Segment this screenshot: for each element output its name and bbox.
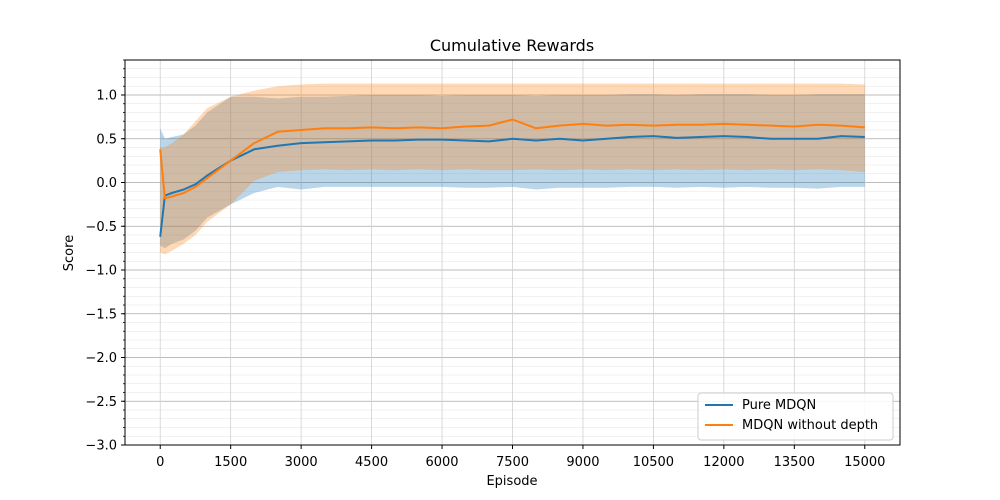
y-tick-label: −1.0 xyxy=(85,264,117,279)
legend-label-mdqn-without-depth: MDQN without depth xyxy=(742,418,878,433)
legend-label-pure-mdqn: Pure MDQN xyxy=(742,398,816,413)
legend: Pure MDQN MDQN without depth xyxy=(697,392,894,441)
series-line-1 xyxy=(159,118,865,200)
x-tick-label: 12000 xyxy=(703,455,744,470)
y-tick-label: 0.0 xyxy=(96,176,117,191)
band-layer xyxy=(160,83,865,255)
y-tick-label: −1.5 xyxy=(85,307,117,322)
y-tick-label: −0.5 xyxy=(85,220,117,235)
x-tick-label: 9000 xyxy=(566,455,599,470)
legend-box xyxy=(697,392,894,441)
x-tick-label: 6000 xyxy=(425,455,458,470)
line-layer xyxy=(159,118,865,237)
x-tick-label: 15000 xyxy=(844,455,885,470)
y-tick-label: −3.0 xyxy=(85,439,117,454)
series-band-0 xyxy=(160,94,865,249)
x-axis-label: Episode xyxy=(486,474,537,489)
y-tick-label: −2.0 xyxy=(85,351,117,366)
y-tick-label: 1.0 xyxy=(96,89,117,104)
series-band-1 xyxy=(160,83,865,255)
x-tick-label: 1500 xyxy=(214,455,247,470)
x-tick-label: 4500 xyxy=(355,455,388,470)
y-tick-label: 0.5 xyxy=(96,132,117,147)
x-tick-label: 0 xyxy=(156,455,164,470)
series-line-0 xyxy=(159,135,865,237)
x-tick-label: 3000 xyxy=(285,455,318,470)
y-tick-label: −2.5 xyxy=(85,395,117,410)
chart-title: Cumulative Rewards xyxy=(430,36,594,55)
x-tick-label: 7500 xyxy=(496,455,529,470)
x-tick-label: 13500 xyxy=(774,455,815,470)
tick-layer: 0 1500 3000 4500 6000 7500 9000 10500 12000 13500… xyxy=(85,59,885,470)
y-axis-label: Score xyxy=(62,235,77,271)
x-tick-label: 10500 xyxy=(633,455,674,470)
